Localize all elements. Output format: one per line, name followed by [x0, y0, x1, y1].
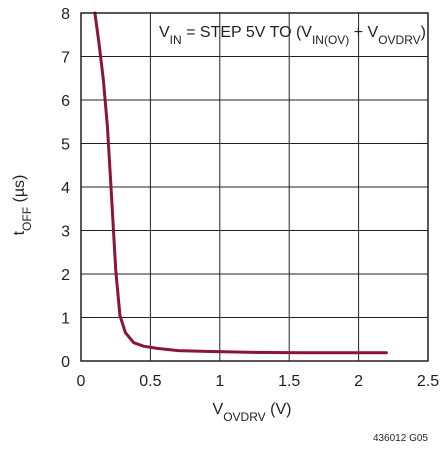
- x-tick-label: 2.5: [417, 373, 439, 390]
- annotation-part: ): [421, 24, 426, 41]
- y-tick-label: 7: [61, 50, 70, 67]
- figure-id: 436012 G05: [373, 433, 428, 444]
- y-tick-label: 5: [61, 137, 70, 154]
- y-tick-label: 6: [61, 93, 70, 110]
- x-axis-title: VOVDRV (V): [213, 401, 292, 424]
- y-axis-title-sub: OFF: [20, 207, 34, 231]
- grid: [81, 13, 428, 361]
- x-tick-label: 1: [215, 373, 224, 390]
- y-tick-label: 2: [61, 267, 70, 284]
- annotation-part: V: [159, 24, 170, 41]
- y-tick-label: 4: [61, 180, 70, 197]
- annotation-part: OVDRV: [378, 33, 420, 47]
- x-axis-title-suffix: (V): [266, 401, 292, 418]
- plot-frame: [80, 12, 429, 362]
- x-tick-label: 1.5: [278, 373, 300, 390]
- annotation-part: = STEP 5V TO (V: [182, 24, 313, 41]
- y-tick-label: 8: [61, 6, 70, 23]
- y-axis-title-main: t: [11, 230, 28, 235]
- x-axis-title-sub: OVDRV: [223, 410, 265, 424]
- chart-annotation: VIN = STEP 5V TO (VIN(OV) + VOVDRV): [159, 24, 426, 47]
- y-axis-title: tOFF (µs): [11, 175, 34, 236]
- y-tick-label: 1: [61, 311, 70, 328]
- x-tick-label: 2: [354, 373, 363, 390]
- x-tick-label: 0: [77, 373, 86, 390]
- tick-labels: 0 0.5 1 1.5 2 2.5 0 1 2 3 4 5 6 7 8: [61, 6, 439, 390]
- x-tick-label: 0.5: [139, 373, 161, 390]
- annotation-part: + V: [349, 24, 378, 41]
- y-tick-label: 0: [61, 354, 70, 371]
- plot-border: [80, 12, 429, 362]
- series-line-1: [93, 11, 388, 355]
- y-tick-label: 3: [61, 224, 70, 241]
- annotation-part: IN(OV): [312, 33, 349, 47]
- series-layer: [93, 11, 388, 355]
- annotation-part: IN: [170, 33, 182, 47]
- y-axis-title-suffix: (µs): [11, 175, 28, 207]
- x-axis-title-main: V: [213, 401, 224, 418]
